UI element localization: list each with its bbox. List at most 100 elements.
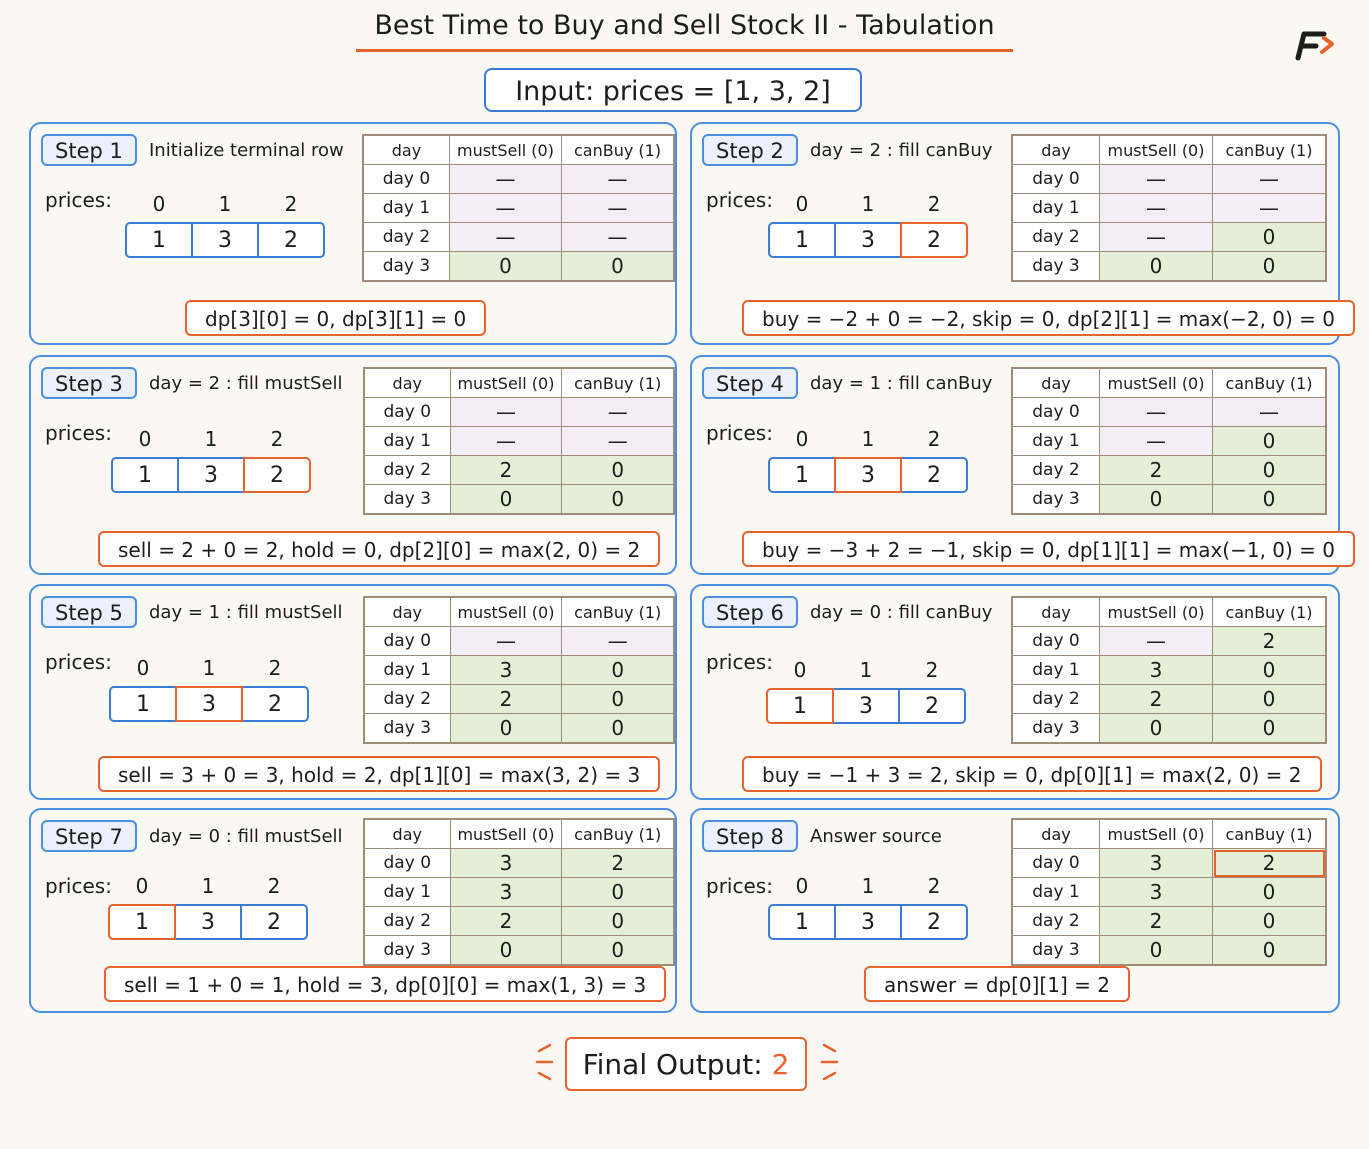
table-header: canBuy (1) [1212, 818, 1327, 849]
array-index: 0 [138, 427, 152, 451]
price-cell: 1 [766, 688, 834, 724]
row-label: day 3 [1011, 251, 1100, 282]
price-cell: 3 [834, 904, 902, 940]
step-formula: answer = dp[0][1] = 2 [864, 966, 1130, 1002]
table-header: day [1011, 134, 1100, 165]
table-row: day 0— — [363, 626, 675, 656]
step-panel-1: Step 1 Initialize terminal row prices: 0 1 2 1… [29, 122, 677, 345]
prices-label: prices: [706, 874, 773, 898]
table-header: canBuy (1) [561, 818, 675, 849]
table-cell: 0 [561, 251, 675, 282]
prices-label: prices: [706, 650, 773, 674]
array-index: 1 [201, 874, 215, 898]
right-spark-icon [820, 1043, 839, 1081]
table-cell: 0 [1212, 222, 1327, 252]
table-cell: 0 [449, 484, 563, 515]
table-cell: 0 [561, 713, 675, 744]
table-cell: 0 [1212, 484, 1327, 515]
array-index: 2 [270, 427, 284, 451]
row-label: day 2 [363, 684, 451, 714]
table-cell: 2 [449, 906, 563, 936]
dp-table: day mustSell (0) canBuy (1) day 0— — day 1— — d… [1011, 134, 1327, 282]
table-cell: 0 [1212, 655, 1327, 685]
table-cell: 0 [1212, 935, 1327, 966]
table-cell: 0 [1212, 251, 1327, 282]
table-row: day 2— — [362, 222, 675, 252]
table-cell: 3 [449, 848, 563, 878]
row-label: day 2 [362, 222, 450, 252]
table-header: day [363, 818, 451, 849]
array-index: 2 [927, 427, 941, 451]
price-cell: 2 [240, 904, 308, 940]
price-cell: 3 [834, 222, 902, 258]
array-index: 1 [861, 874, 875, 898]
table-cell: 0 [561, 484, 675, 515]
page-title: Best Time to Buy and Sell Stock II - Tab… [0, 10, 1369, 52]
row-label: day 1 [362, 193, 450, 223]
table-cell: — [449, 426, 563, 456]
array-index: 0 [795, 192, 809, 216]
row-label: day 2 [1011, 455, 1100, 485]
table-cell: 2 [449, 455, 563, 485]
final-output: Final Output: 2 [565, 1037, 807, 1091]
table-cell: 0 [1099, 251, 1213, 282]
table-header: day [1011, 367, 1100, 398]
table-cell: — [561, 626, 675, 656]
table-row: day 0— — [363, 397, 675, 427]
array-index: 2 [268, 656, 282, 680]
price-cell: 3 [177, 457, 245, 493]
dp-table: day mustSell (0) canBuy (1) day 0— — day 1— — d… [363, 367, 675, 515]
price-cell: 2 [241, 686, 309, 722]
table-cell: — [1099, 193, 1213, 223]
row-label: day 1 [1011, 655, 1100, 685]
price-cell: 2 [243, 457, 311, 493]
table-cell: 0 [448, 251, 563, 282]
step-panel-6: Step 6 day = 0 : fill canBuy prices: 0 1 2 1 3 2… [690, 584, 1340, 800]
step-panel-3: Step 3 day = 2 : fill mustSell prices: 0 1 2 1… [29, 355, 677, 575]
table-cell: 0 [561, 455, 675, 485]
price-cell: 3 [834, 457, 902, 493]
row-label: day 2 [363, 906, 451, 936]
array-index: 1 [861, 192, 875, 216]
table-header: day [1011, 818, 1100, 849]
prices-label: prices: [45, 650, 112, 674]
row-label: day 3 [363, 935, 451, 966]
row-label: day 1 [1011, 426, 1100, 456]
price-cell: 2 [900, 457, 968, 493]
row-label: day 3 [1011, 484, 1100, 515]
step-label: Step 7 [41, 820, 137, 852]
step-label: Step 6 [702, 596, 798, 628]
table-header: canBuy (1) [561, 367, 675, 398]
array-index: 1 [202, 656, 216, 680]
table-header: mustSell (0) [448, 134, 563, 165]
step-panel-8: Step 8 Answer source prices: 0 1 2 1 3 2 day mustS… [690, 808, 1340, 1013]
table-cell: 0 [561, 655, 675, 685]
price-cell: 3 [174, 904, 242, 940]
dp-table: day mustSell (0) canBuy (1) day 0— — day 1— — d… [362, 134, 675, 282]
row-label: day 2 [1011, 684, 1100, 714]
row-label: day 1 [363, 877, 451, 907]
table-row: day 0—2 [1011, 626, 1327, 656]
array-index: 0 [793, 658, 807, 682]
table-row: day 1—0 [1011, 426, 1327, 456]
table-cell: — [561, 426, 675, 456]
price-cell: 2 [898, 688, 966, 724]
row-label: day 1 [363, 426, 451, 456]
table-cell: 0 [561, 877, 675, 907]
table-header: canBuy (1) [561, 134, 675, 165]
row-label: day 3 [363, 713, 451, 744]
table-row: day 0— — [1011, 164, 1327, 194]
price-cell: 3 [832, 688, 900, 724]
